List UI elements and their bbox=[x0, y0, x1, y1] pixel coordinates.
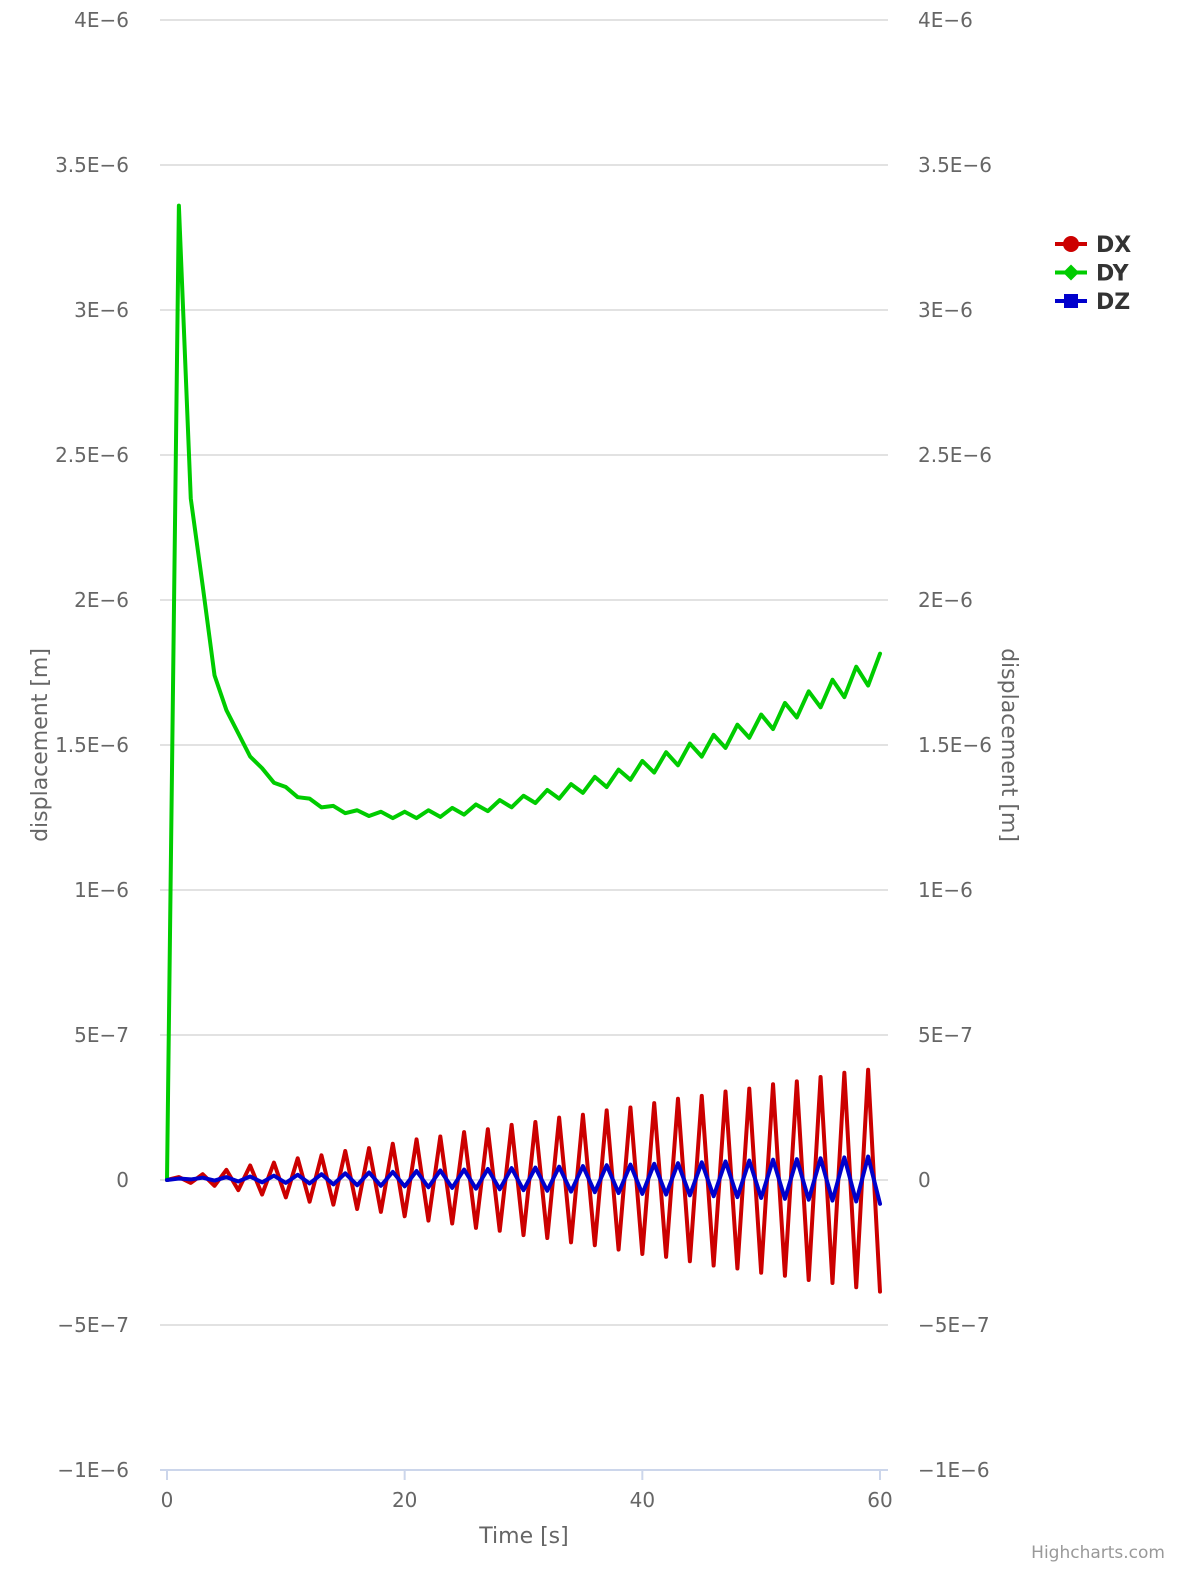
series-line-dz bbox=[165, 1154, 882, 1206]
series-line-dx bbox=[165, 1067, 882, 1294]
y-tick-label-right: 4E−6 bbox=[918, 8, 973, 32]
y-tick-label-left: 2E−6 bbox=[74, 588, 129, 612]
y-tick-label-right: −1E−6 bbox=[918, 1458, 990, 1482]
grid-lines bbox=[160, 19, 888, 1326]
legend-marker-square-icon bbox=[1064, 294, 1078, 308]
y-tick-label-left: −1E−6 bbox=[57, 1458, 129, 1482]
x-tick-label: 20 bbox=[392, 1488, 417, 1512]
y-axis-title-left: displacement [m] bbox=[28, 648, 53, 842]
y-tick-label-right: 0 bbox=[918, 1168, 931, 1192]
y-tick-label-right: 1E−6 bbox=[918, 878, 973, 902]
y-tick-label-right: 2E−6 bbox=[918, 588, 973, 612]
series-lines bbox=[165, 203, 882, 1294]
y-tick-label-right: 5E−7 bbox=[918, 1023, 973, 1047]
y-axis-title-right: displacement [m] bbox=[996, 648, 1021, 842]
x-tick-label: 40 bbox=[630, 1488, 655, 1512]
legend-item-dx[interactable]: DX bbox=[1055, 233, 1131, 258]
legend-label-dy: DY bbox=[1096, 262, 1130, 287]
y-tick-label-left: 3E−6 bbox=[74, 298, 129, 322]
y-tick-label-left: 2.5E−6 bbox=[55, 443, 129, 467]
y-tick-label-left: 5E−7 bbox=[74, 1023, 129, 1047]
legend-marker-diamond-icon bbox=[1063, 264, 1079, 281]
y-tick-label-right: 2.5E−6 bbox=[918, 443, 992, 467]
axes: −1E−6 −1E−6 −5E−7 −5E−7 0 0 5E−7 5E−7 1E−6 1E−6 1.… bbox=[55, 8, 992, 1512]
y-tick-label-right: 3E−6 bbox=[918, 298, 973, 322]
y-tick-label-right: 3.5E−6 bbox=[918, 153, 992, 177]
y-tick-label-left: 1E−6 bbox=[74, 878, 129, 902]
y-tick-label-right: −5E−7 bbox=[918, 1313, 990, 1337]
legend-label-dx: DX bbox=[1096, 233, 1131, 258]
x-tick-label: 0 bbox=[161, 1488, 174, 1512]
y-tick-label-right: 1.5E−6 bbox=[918, 733, 992, 757]
credits-link[interactable]: Highcharts.com bbox=[1031, 1543, 1165, 1563]
y-tick-label-left: 0 bbox=[116, 1168, 129, 1192]
y-tick-label-left: 1.5E−6 bbox=[55, 733, 129, 757]
legend[interactable]: DX DY DZ bbox=[1055, 233, 1131, 315]
series-line-dy bbox=[165, 203, 882, 1182]
y-tick-label-left: 3.5E−6 bbox=[55, 153, 129, 177]
y-tick-label-left: 4E−6 bbox=[74, 8, 129, 32]
legend-marker-circle-icon bbox=[1063, 236, 1079, 252]
y-tick-label-left: −5E−7 bbox=[57, 1313, 129, 1337]
legend-item-dy[interactable]: DY bbox=[1055, 262, 1130, 287]
x-axis-title: Time [s] bbox=[478, 1524, 568, 1549]
legend-label-dz: DZ bbox=[1096, 290, 1130, 315]
x-tick-label: 60 bbox=[867, 1488, 892, 1512]
legend-item-dz[interactable]: DZ bbox=[1055, 290, 1130, 315]
